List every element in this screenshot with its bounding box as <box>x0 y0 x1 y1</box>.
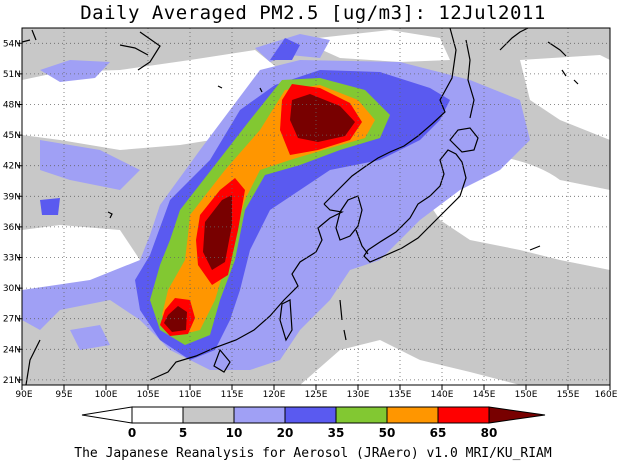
credit-line: The Japanese Reanalysis for Aerosol (JRA… <box>74 446 552 461</box>
lat-tick-label: 51N <box>3 70 21 80</box>
axis-ticks <box>17 42 611 390</box>
colorbar: 0 5 10 20 35 50 65 80 <box>81 406 546 440</box>
colorbar-label: 65 <box>430 426 447 440</box>
lon-tick-label: 145E <box>473 390 496 400</box>
lon-tick-label: 90E <box>15 390 32 400</box>
colorbar-label: 0 <box>128 426 136 440</box>
lon-tick-label: 155E <box>557 390 580 400</box>
colorbar-label: 35 <box>328 426 345 440</box>
colorbar-label: 80 <box>481 426 498 440</box>
colorbar-label: 50 <box>379 426 396 440</box>
colorbar-segment-lt0 <box>81 406 133 424</box>
lon-tick-label: 135E <box>389 390 412 400</box>
lat-tick-label: 27N <box>3 315 21 325</box>
lon-tick-label: 150E <box>515 390 538 400</box>
lat-tick-label: 48N <box>3 101 21 111</box>
pm-band-over-80 <box>164 94 355 332</box>
lon-tick-label: 160E <box>595 390 618 400</box>
colorbar-label: 10 <box>226 426 243 440</box>
lon-tick-label: 140E <box>431 390 454 400</box>
lon-tick-label: 95E <box>55 390 72 400</box>
lat-tick-labels: 21N 24N 27N 30N 33N 36N 39N 42N 45N 48N … <box>3 39 21 386</box>
colorbar-segment-50-65 <box>386 406 439 424</box>
lat-tick-label: 42N <box>3 162 21 172</box>
colorbar-segment-20-35 <box>284 406 337 424</box>
lon-tick-label: 125E <box>305 390 328 400</box>
lat-tick-label: 33N <box>3 254 21 264</box>
lon-tick-label: 130E <box>347 390 370 400</box>
colorbar-segment-5-10 <box>182 406 235 424</box>
lon-tick-label: 100E <box>95 390 118 400</box>
lat-tick-label: 39N <box>3 192 21 202</box>
map-title: Daily Averaged PM2.5 [ug/m3]: 12Jul2011 <box>80 2 546 24</box>
colorbar-segment-0-5 <box>131 406 184 424</box>
lat-tick-label: 30N <box>3 284 21 294</box>
lon-tick-labels: 90E 95E 100E 105E 110E 115E 120E 125E 13… <box>15 390 617 400</box>
colorbar-segment-65-80 <box>437 406 490 424</box>
colorbar-segment-gt80 <box>488 406 546 424</box>
lat-tick-label: 36N <box>3 223 21 233</box>
coastlines <box>22 28 579 385</box>
lat-tick-label: 54N <box>3 39 21 49</box>
lon-tick-label: 115E <box>221 390 244 400</box>
colorbar-label: 20 <box>277 426 294 440</box>
colorbar-label: 5 <box>179 426 187 440</box>
lat-tick-label: 21N <box>3 376 21 386</box>
lon-tick-label: 120E <box>263 390 286 400</box>
lon-tick-label: 105E <box>137 390 160 400</box>
lat-tick-label: 24N <box>3 345 21 355</box>
map-plot-area <box>22 28 610 385</box>
colorbar-segment-10-20 <box>233 406 286 424</box>
colorbar-segment-35-50 <box>335 406 388 424</box>
lat-tick-label: 45N <box>3 131 21 141</box>
lon-tick-label: 110E <box>179 390 202 400</box>
